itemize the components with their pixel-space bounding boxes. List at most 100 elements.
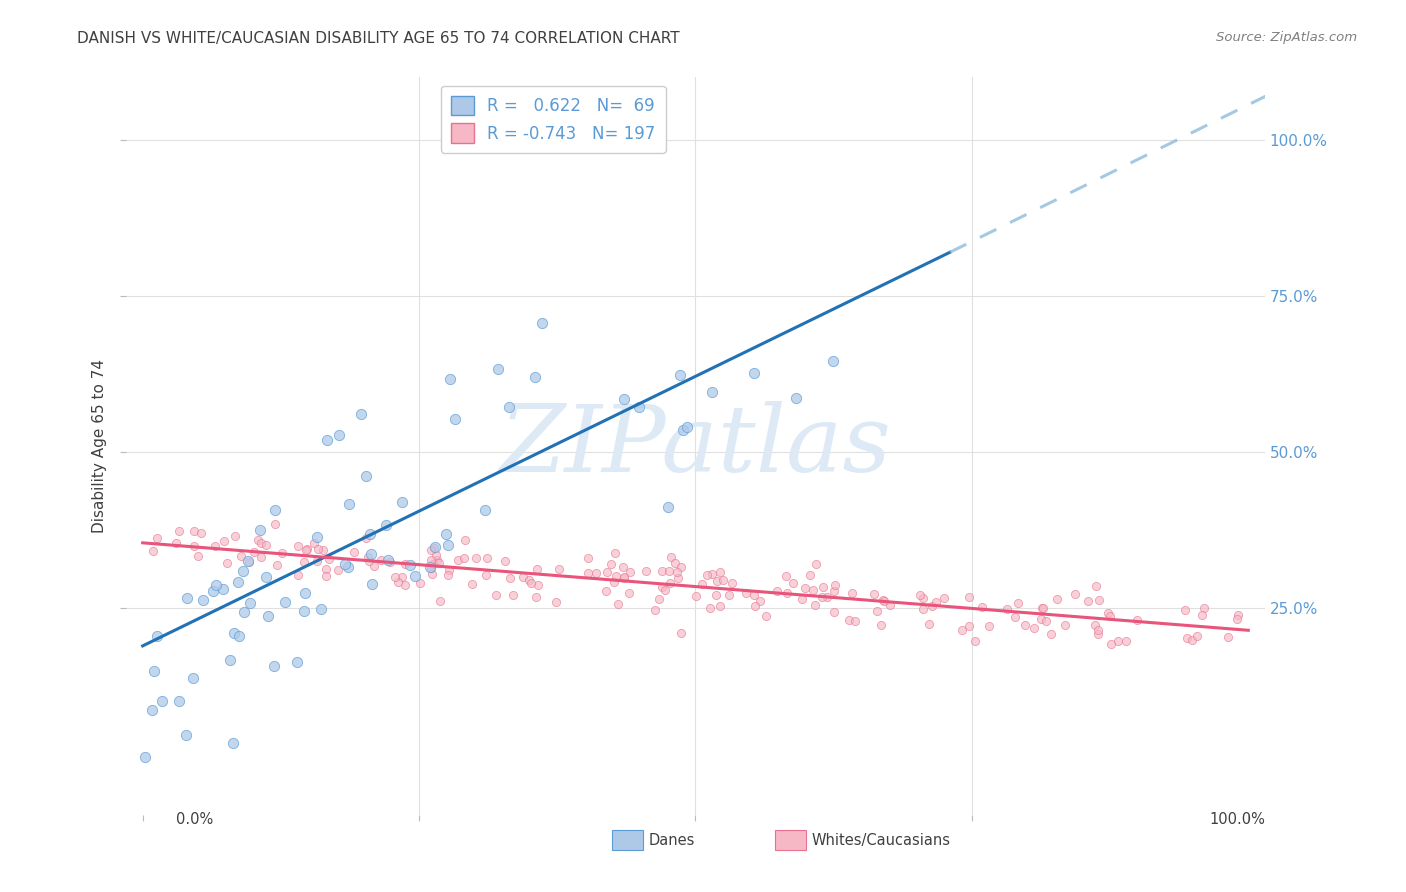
Point xyxy=(360,547,382,561)
Point xyxy=(404,569,426,583)
Point xyxy=(307,530,329,544)
Point xyxy=(427,556,450,570)
Point xyxy=(498,401,520,415)
Point xyxy=(735,586,758,600)
Point xyxy=(263,659,285,673)
Text: Danes: Danes xyxy=(648,833,695,847)
Text: DANISH VS WHITE/CAUCASIAN DISABILITY AGE 65 TO 74 CORRELATION CHART: DANISH VS WHITE/CAUCASIAN DISABILITY AGE… xyxy=(77,31,681,46)
Point xyxy=(391,570,413,584)
Point xyxy=(1077,594,1099,608)
Point xyxy=(287,540,309,554)
Point xyxy=(1039,627,1062,641)
Point xyxy=(176,591,198,605)
Point xyxy=(692,577,714,591)
Point xyxy=(815,591,838,605)
Point xyxy=(359,554,381,568)
Point xyxy=(1099,636,1122,650)
Point xyxy=(419,559,441,574)
Point xyxy=(823,606,845,620)
Point xyxy=(613,569,636,583)
Point xyxy=(1064,587,1087,601)
Point xyxy=(354,468,377,483)
Point xyxy=(218,652,240,666)
Point xyxy=(524,370,547,384)
Point xyxy=(249,524,271,538)
Point xyxy=(312,543,335,558)
Point xyxy=(879,598,901,612)
Point xyxy=(654,582,676,597)
Point xyxy=(811,580,834,594)
Point xyxy=(872,592,894,607)
Point xyxy=(1085,579,1108,593)
Point xyxy=(336,560,359,574)
Point xyxy=(811,591,834,605)
Point xyxy=(146,532,169,546)
Point xyxy=(384,569,406,583)
Point xyxy=(699,601,721,615)
Point xyxy=(685,589,707,603)
Point xyxy=(596,565,619,579)
Point xyxy=(659,550,682,565)
Point xyxy=(794,581,817,595)
Point xyxy=(305,554,328,568)
Point xyxy=(349,407,371,421)
Point xyxy=(628,400,651,414)
Point xyxy=(1097,607,1119,621)
Point xyxy=(475,551,498,566)
Point xyxy=(766,584,789,599)
Point xyxy=(519,576,541,591)
Point xyxy=(1227,607,1250,622)
Point xyxy=(243,544,266,558)
Point xyxy=(908,588,931,602)
Point xyxy=(474,503,496,517)
Point xyxy=(1115,634,1137,648)
Point xyxy=(434,527,457,541)
Point xyxy=(664,557,686,571)
Point xyxy=(1226,612,1249,626)
Point xyxy=(141,703,163,717)
Point xyxy=(721,575,744,590)
Point xyxy=(870,618,893,632)
Point xyxy=(460,576,482,591)
Point xyxy=(702,567,724,582)
Point xyxy=(782,576,804,591)
Point xyxy=(648,592,671,607)
Point xyxy=(318,551,340,566)
Point xyxy=(190,525,212,540)
Point xyxy=(576,566,599,581)
Point xyxy=(612,570,634,584)
Point xyxy=(495,553,517,567)
Point xyxy=(419,553,441,567)
Point xyxy=(863,587,886,601)
Point xyxy=(512,570,534,584)
Point xyxy=(838,613,860,627)
Point xyxy=(963,634,986,648)
Point xyxy=(254,570,277,584)
Point xyxy=(191,593,214,607)
Point xyxy=(619,565,641,579)
Y-axis label: Disability Age 65 to 74: Disability Age 65 to 74 xyxy=(93,359,107,533)
Point xyxy=(799,567,821,582)
Point xyxy=(420,567,443,582)
Point xyxy=(957,590,980,604)
Point xyxy=(823,583,845,598)
Point xyxy=(425,548,447,562)
Point xyxy=(1187,629,1209,643)
Point xyxy=(453,551,475,566)
Point xyxy=(287,568,309,582)
Point xyxy=(307,542,329,557)
Point xyxy=(465,551,488,566)
Point xyxy=(866,604,889,618)
Point xyxy=(337,497,360,511)
Point xyxy=(292,604,315,618)
Point xyxy=(224,529,246,543)
Text: Whites/Caucasians: Whites/Caucasians xyxy=(811,833,950,847)
Point xyxy=(1192,601,1215,615)
Point xyxy=(426,553,449,567)
Point xyxy=(167,524,190,539)
Point xyxy=(228,575,250,590)
Point xyxy=(343,544,366,558)
Point xyxy=(257,608,280,623)
Point xyxy=(183,524,205,538)
Point xyxy=(211,582,233,596)
